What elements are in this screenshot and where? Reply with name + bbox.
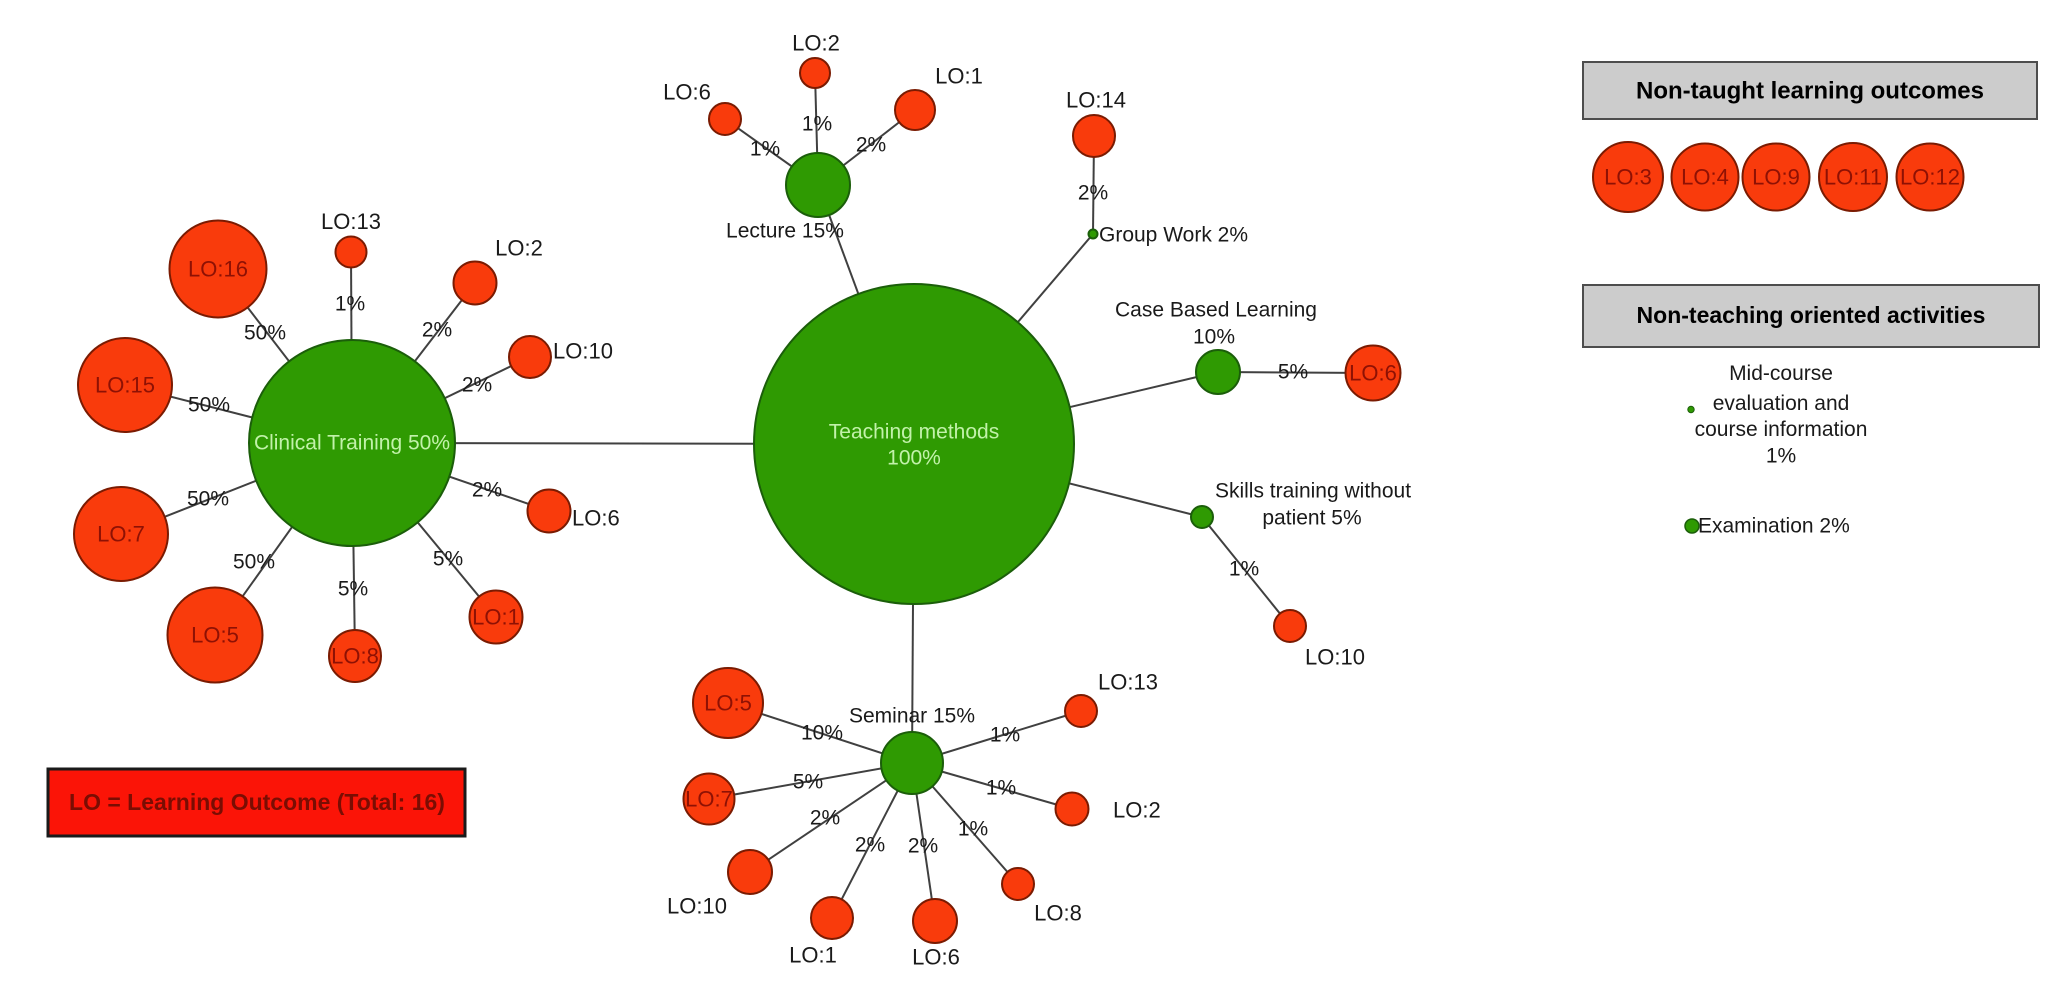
svg-text:100%: 100% xyxy=(887,447,941,470)
svg-text:1%: 1% xyxy=(802,113,832,136)
svg-text:LO:8: LO:8 xyxy=(1034,901,1082,926)
svg-text:LO:12: LO:12 xyxy=(1900,165,1960,190)
svg-text:LO:15: LO:15 xyxy=(95,373,155,398)
svg-text:2%: 2% xyxy=(472,479,502,502)
svg-text:LO:9: LO:9 xyxy=(1752,165,1800,190)
svg-text:2%: 2% xyxy=(855,834,885,857)
svg-text:1%: 1% xyxy=(958,818,988,841)
svg-text:2%: 2% xyxy=(422,319,452,342)
svg-text:2%: 2% xyxy=(856,134,886,157)
svg-text:5%: 5% xyxy=(433,548,463,571)
svg-text:LO:7: LO:7 xyxy=(685,787,733,812)
svg-text:2%: 2% xyxy=(462,374,492,397)
svg-text:evaluation and: evaluation and xyxy=(1713,392,1850,415)
svg-text:LO:14: LO:14 xyxy=(1066,88,1126,113)
svg-text:2%: 2% xyxy=(1078,182,1108,205)
svg-text:50%: 50% xyxy=(244,322,286,345)
svg-text:Skills training without: Skills training without xyxy=(1215,480,1411,503)
svg-text:LO:13: LO:13 xyxy=(1098,670,1158,695)
svg-text:2%: 2% xyxy=(810,807,840,830)
svg-text:2%: 2% xyxy=(908,835,938,858)
svg-text:LO:3: LO:3 xyxy=(1604,165,1652,190)
svg-text:50%: 50% xyxy=(187,488,229,511)
svg-text:LO = Learning Outcome (Total:: LO = Learning Outcome (Total: 16) xyxy=(69,789,445,815)
svg-text:LO:1: LO:1 xyxy=(935,64,983,89)
svg-text:Seminar 15%: Seminar 15% xyxy=(849,705,975,728)
svg-text:LO:16: LO:16 xyxy=(188,257,248,282)
svg-text:5%: 5% xyxy=(338,578,368,601)
svg-text:Non-teaching oriented activiti: Non-teaching oriented activities xyxy=(1637,302,1986,328)
svg-text:Clinical Training 50%: Clinical Training 50% xyxy=(254,432,450,455)
svg-text:Non-taught learning outcomes: Non-taught learning outcomes xyxy=(1636,78,1984,105)
svg-text:LO:11: LO:11 xyxy=(1824,165,1882,190)
svg-text:LO:5: LO:5 xyxy=(191,623,239,648)
svg-text:Examination 2%: Examination 2% xyxy=(1698,515,1850,538)
svg-text:LO:4: LO:4 xyxy=(1681,165,1729,190)
svg-text:1%: 1% xyxy=(1229,558,1259,581)
svg-text:LO:1: LO:1 xyxy=(789,943,837,968)
svg-text:50%: 50% xyxy=(188,394,230,417)
svg-text:10%: 10% xyxy=(1193,326,1235,349)
svg-text:LO:10: LO:10 xyxy=(553,339,613,364)
svg-text:LO:2: LO:2 xyxy=(792,31,840,56)
svg-text:Teaching methods: Teaching methods xyxy=(829,421,999,444)
svg-text:1%: 1% xyxy=(986,777,1016,800)
svg-text:1%: 1% xyxy=(335,293,365,316)
svg-text:LO:2: LO:2 xyxy=(495,236,543,261)
svg-text:patient 5%: patient 5% xyxy=(1262,507,1361,530)
svg-text:LO:5: LO:5 xyxy=(704,691,752,716)
svg-text:Group Work 2%: Group Work 2% xyxy=(1099,224,1248,247)
svg-text:LO:10: LO:10 xyxy=(1305,645,1365,670)
svg-text:LO:7: LO:7 xyxy=(97,522,145,547)
svg-text:course information: course information xyxy=(1695,418,1868,441)
svg-text:LO:6: LO:6 xyxy=(1349,361,1397,386)
svg-text:LO:1: LO:1 xyxy=(472,605,520,630)
svg-text:1%: 1% xyxy=(990,724,1020,747)
svg-text:LO:13: LO:13 xyxy=(321,209,381,234)
svg-text:Case Based Learning: Case Based Learning xyxy=(1115,299,1317,322)
svg-text:5%: 5% xyxy=(1278,361,1308,384)
svg-text:Mid-course: Mid-course xyxy=(1729,362,1833,385)
svg-text:50%: 50% xyxy=(233,551,275,574)
svg-text:LO:6: LO:6 xyxy=(572,506,620,531)
svg-text:1%: 1% xyxy=(750,138,780,161)
svg-text:LO:6: LO:6 xyxy=(663,80,711,105)
svg-text:LO:8: LO:8 xyxy=(331,644,379,669)
svg-text:5%: 5% xyxy=(793,771,823,794)
svg-text:10%: 10% xyxy=(801,722,843,745)
svg-text:1%: 1% xyxy=(1766,445,1796,468)
svg-text:LO:10: LO:10 xyxy=(667,894,727,919)
svg-text:LO:2: LO:2 xyxy=(1113,798,1161,823)
svg-text:Lecture 15%: Lecture 15% xyxy=(726,220,844,243)
svg-text:LO:6: LO:6 xyxy=(912,945,960,970)
